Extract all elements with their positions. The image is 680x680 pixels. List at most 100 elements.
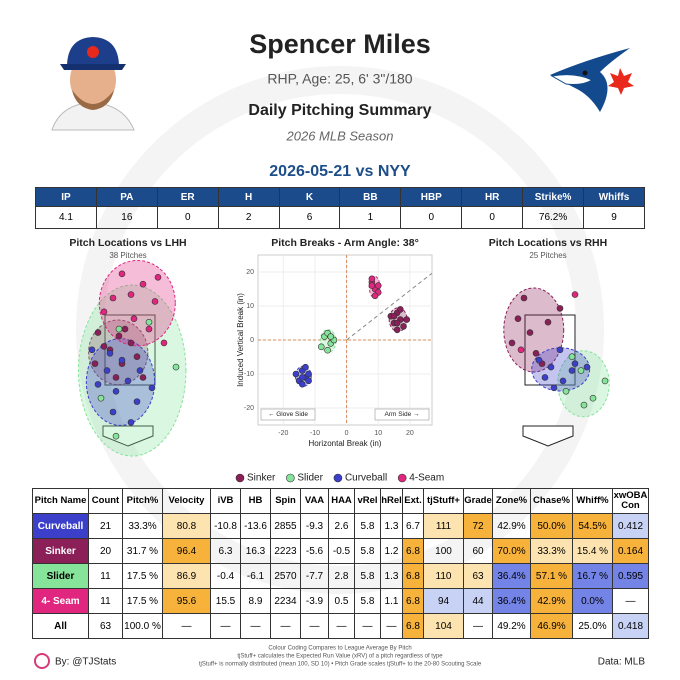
cell: 42.9% bbox=[492, 513, 531, 539]
pitch-point bbox=[91, 360, 99, 367]
legend-label: Sinker bbox=[247, 473, 276, 484]
pitch-point bbox=[94, 329, 102, 336]
header-row: IP PA ER H K BB HBP HR Strike% Whiffs bbox=[35, 187, 645, 207]
pitch-point bbox=[118, 270, 126, 278]
cell: — bbox=[240, 613, 271, 639]
confidence-ellipse bbox=[557, 350, 610, 418]
cell: 1.1 bbox=[380, 588, 403, 614]
pitch-point bbox=[127, 291, 135, 298]
pitch-point bbox=[571, 291, 579, 298]
cell: 1.2 bbox=[380, 538, 403, 564]
cell: 11 bbox=[88, 563, 123, 589]
cell: — bbox=[612, 588, 649, 614]
data-row: Sinker 20 31.7 % 96.4 6.3 16.3 2223 -5.6 -0.5 5.8… bbox=[32, 538, 649, 564]
cell: 25.0% bbox=[572, 613, 613, 639]
cell: 60 bbox=[463, 538, 493, 564]
chart-title: Pitch Breaks - Arm Angle: 38° bbox=[271, 237, 419, 249]
pitch-point bbox=[121, 325, 129, 333]
pitch-point bbox=[139, 280, 147, 288]
pitch-point bbox=[547, 363, 555, 371]
column-header: Whiff% bbox=[572, 488, 613, 514]
pitch-point bbox=[397, 306, 404, 313]
legend-marker bbox=[333, 473, 343, 483]
cell: 63 bbox=[88, 613, 123, 639]
data-row: 4- Seam 11 17.5 % 95.6 15.5 8.9 2234 -3.9 0.5 5.8… bbox=[32, 588, 649, 614]
header-row: Pitch Name Count Pitch% Velocity iVB HB Spin VA… bbox=[32, 488, 649, 514]
pitch-point bbox=[112, 387, 120, 395]
chart-title: Pitch Locations vs RHH bbox=[489, 237, 607, 249]
cell: 5.8 bbox=[354, 513, 381, 539]
cell: 1.3 bbox=[380, 563, 403, 589]
column-header: HBP bbox=[400, 187, 463, 207]
pitch-point bbox=[568, 367, 576, 374]
cell: 2 bbox=[217, 206, 280, 229]
season: 2026 MLB Season bbox=[286, 128, 394, 143]
cell: 0.418 bbox=[612, 613, 649, 639]
pitch-name-cell: Slider bbox=[32, 563, 89, 589]
x-tick-label: -20 bbox=[278, 430, 288, 437]
cell: 17.5 % bbox=[122, 588, 163, 614]
cell: 46.9% bbox=[530, 613, 573, 639]
cell: 96.4 bbox=[162, 538, 211, 564]
cell: 20 bbox=[88, 538, 123, 564]
cell: 0 bbox=[156, 206, 219, 229]
pitch-point bbox=[324, 346, 331, 354]
cell: 70.0% bbox=[492, 538, 531, 564]
cell: 11 bbox=[88, 588, 123, 614]
cell: 100.0 % bbox=[122, 613, 163, 639]
legend-label: Curveball bbox=[345, 473, 387, 484]
pitch-name-cell: Curveball bbox=[32, 513, 89, 539]
column-header: Count bbox=[88, 488, 123, 514]
x-tick-label: 20 bbox=[406, 430, 414, 437]
strike-zone bbox=[104, 314, 156, 386]
cell: 2223 bbox=[270, 538, 301, 564]
cell: 2570 bbox=[270, 563, 301, 589]
pitch-point bbox=[305, 377, 312, 385]
legend-label: Slider bbox=[297, 473, 323, 484]
pitch-point bbox=[100, 308, 108, 316]
column-header: Ext. bbox=[402, 488, 424, 514]
y-tick-label: 10 bbox=[246, 303, 254, 310]
summary-title: Daily Pitching Summary bbox=[248, 102, 431, 119]
pitch-point bbox=[508, 339, 516, 347]
pitch-point bbox=[94, 381, 102, 388]
pitch-point bbox=[317, 343, 325, 351]
column-header: Whiffs bbox=[583, 187, 645, 207]
confidence-ellipse bbox=[98, 259, 176, 347]
pitch-point bbox=[160, 339, 168, 347]
pitch-point bbox=[556, 346, 564, 354]
legend-marker bbox=[397, 473, 407, 483]
cell: 49.2% bbox=[492, 613, 531, 639]
cell: 0.164 bbox=[612, 538, 649, 564]
cell: 6 bbox=[278, 206, 341, 229]
column-header: Velocity bbox=[162, 488, 211, 514]
cell: -0.5 bbox=[328, 538, 355, 564]
column-header: PA bbox=[95, 187, 158, 207]
cell: 0 bbox=[400, 206, 463, 229]
pitch-point bbox=[112, 432, 120, 440]
pitch-point bbox=[517, 346, 525, 354]
cell: -10.8 bbox=[210, 513, 241, 539]
cell: 6.7 bbox=[402, 513, 424, 539]
pitch-point bbox=[130, 315, 138, 323]
cell: 36.4% bbox=[492, 588, 531, 614]
pitch-point bbox=[520, 294, 528, 302]
pitch-point bbox=[103, 367, 111, 374]
strike-zones bbox=[102, 314, 576, 447]
cell: 0 bbox=[461, 206, 524, 229]
pitch-point bbox=[115, 332, 123, 340]
cell: 95.6 bbox=[162, 588, 211, 614]
cell: — bbox=[463, 613, 493, 639]
legend-label: 4-Seam bbox=[409, 473, 444, 484]
legend-marker bbox=[286, 473, 295, 483]
pitch-point bbox=[589, 394, 597, 402]
y-tick-label: 20 bbox=[246, 269, 254, 276]
cell: 6.8 bbox=[402, 588, 424, 614]
footnote: Colour Coding Compares to League Average… bbox=[268, 646, 411, 652]
column-header: vRel bbox=[354, 488, 381, 514]
pitch-point bbox=[133, 398, 141, 405]
cell: — bbox=[300, 613, 329, 639]
home-plate bbox=[522, 425, 574, 447]
player-bio: RHP, Age: 25, 6' 3"/180 bbox=[267, 71, 412, 87]
column-header: IP bbox=[35, 187, 97, 207]
